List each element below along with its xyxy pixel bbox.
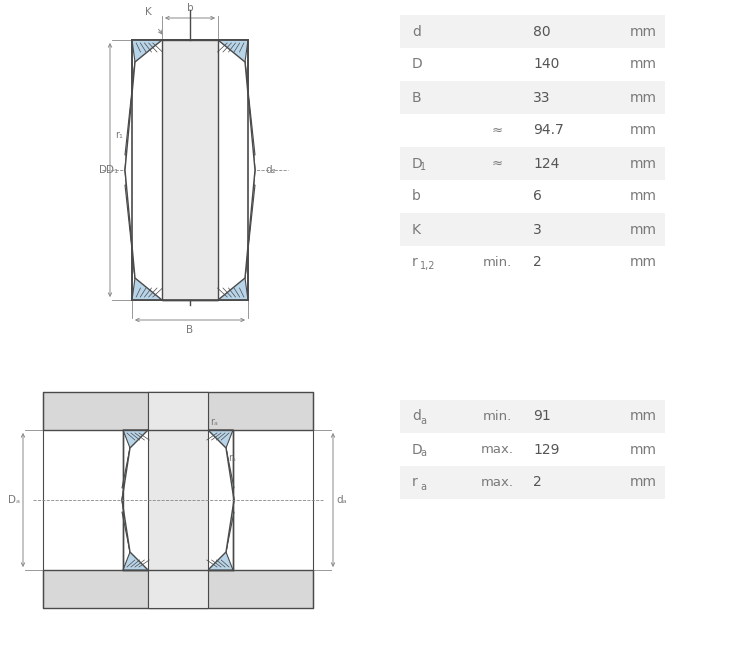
Text: a: a bbox=[420, 481, 426, 492]
Text: D: D bbox=[99, 165, 107, 175]
Text: mm: mm bbox=[630, 58, 657, 71]
Text: a: a bbox=[420, 415, 426, 426]
Bar bbox=[400, 246, 665, 279]
Polygon shape bbox=[122, 512, 234, 570]
Text: 91: 91 bbox=[533, 409, 550, 424]
Text: 124: 124 bbox=[533, 156, 560, 171]
Text: min.: min. bbox=[483, 410, 512, 423]
Text: mm: mm bbox=[630, 124, 657, 137]
Text: mm: mm bbox=[630, 190, 657, 203]
Text: max.: max. bbox=[481, 443, 514, 456]
Text: 129: 129 bbox=[533, 443, 560, 456]
Text: r: r bbox=[412, 256, 418, 269]
Text: min.: min. bbox=[483, 256, 512, 269]
Text: mm: mm bbox=[630, 443, 657, 456]
Text: ≈: ≈ bbox=[492, 124, 503, 137]
Text: d: d bbox=[412, 24, 421, 39]
Bar bbox=[400, 466, 665, 499]
Bar bbox=[400, 147, 665, 180]
Text: r₁: r₁ bbox=[116, 130, 123, 140]
Text: K: K bbox=[412, 222, 421, 237]
Text: 140: 140 bbox=[533, 58, 560, 71]
Text: 2: 2 bbox=[533, 256, 542, 269]
Text: mm: mm bbox=[630, 156, 657, 171]
Polygon shape bbox=[122, 430, 234, 570]
Bar bbox=[400, 400, 665, 433]
Text: 80: 80 bbox=[533, 24, 550, 39]
Polygon shape bbox=[125, 40, 255, 300]
Bar bbox=[400, 433, 665, 466]
Text: B: B bbox=[187, 325, 194, 335]
Text: dₐ: dₐ bbox=[336, 495, 346, 505]
Text: mm: mm bbox=[630, 256, 657, 269]
Text: d: d bbox=[412, 409, 421, 424]
Text: max.: max. bbox=[481, 476, 514, 489]
Polygon shape bbox=[125, 40, 255, 300]
Bar bbox=[43, 392, 313, 430]
Text: r₂: r₂ bbox=[125, 147, 133, 157]
Bar bbox=[400, 114, 665, 147]
Text: b: b bbox=[412, 190, 421, 203]
Polygon shape bbox=[125, 185, 255, 300]
Text: 33: 33 bbox=[533, 90, 550, 105]
Bar bbox=[148, 392, 208, 608]
Text: D: D bbox=[412, 443, 423, 456]
Bar bbox=[400, 180, 665, 213]
Text: D: D bbox=[412, 58, 423, 71]
Bar bbox=[162, 40, 218, 300]
Text: r₁: r₁ bbox=[229, 58, 237, 68]
Polygon shape bbox=[122, 430, 234, 570]
Bar bbox=[400, 213, 665, 246]
Text: D₁: D₁ bbox=[106, 165, 118, 175]
Text: rₐ: rₐ bbox=[228, 453, 236, 463]
Bar bbox=[43, 570, 313, 608]
Text: b: b bbox=[187, 3, 194, 13]
Text: 2: 2 bbox=[533, 475, 542, 489]
Text: a: a bbox=[420, 449, 426, 458]
Polygon shape bbox=[132, 40, 248, 300]
Text: 1,2: 1,2 bbox=[420, 262, 436, 271]
Text: rₐ: rₐ bbox=[210, 417, 218, 427]
Text: mm: mm bbox=[630, 409, 657, 424]
Text: B: B bbox=[412, 90, 422, 105]
Bar bbox=[148, 392, 208, 608]
Text: ≈: ≈ bbox=[492, 157, 503, 170]
Bar bbox=[400, 48, 665, 81]
Text: Dₐ: Dₐ bbox=[8, 495, 20, 505]
Text: 3: 3 bbox=[533, 222, 542, 237]
Text: 1: 1 bbox=[420, 162, 426, 173]
Polygon shape bbox=[122, 430, 234, 488]
Text: mm: mm bbox=[630, 475, 657, 489]
Text: r: r bbox=[412, 475, 418, 489]
Text: 94.7: 94.7 bbox=[533, 124, 564, 137]
Text: mm: mm bbox=[630, 90, 657, 105]
Text: D: D bbox=[412, 156, 423, 171]
Text: mm: mm bbox=[630, 222, 657, 237]
Text: d: d bbox=[246, 165, 253, 175]
Text: mm: mm bbox=[630, 24, 657, 39]
Text: K: K bbox=[146, 7, 152, 17]
Bar bbox=[123, 430, 233, 570]
Text: r₂: r₂ bbox=[221, 45, 229, 55]
Polygon shape bbox=[125, 40, 255, 155]
Bar bbox=[400, 81, 665, 114]
Text: d₂: d₂ bbox=[265, 165, 276, 175]
Bar bbox=[400, 15, 665, 48]
Bar bbox=[162, 40, 218, 300]
Text: 6: 6 bbox=[533, 190, 542, 203]
